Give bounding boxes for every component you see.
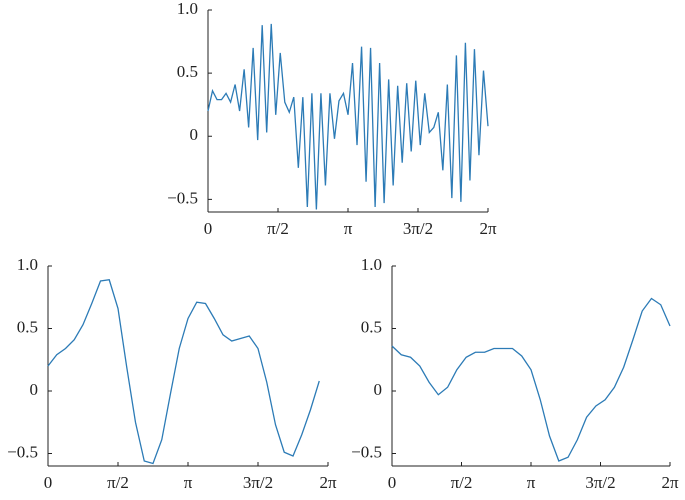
data-line: [47, 279, 320, 465]
y-tick-label: −0.5: [351, 442, 382, 461]
y-tick-label: 1.0: [361, 255, 382, 274]
x-tick-label: 3π/2: [403, 219, 433, 238]
x-tick-label: π: [527, 473, 536, 492]
y-tick-label: −0.5: [7, 442, 38, 461]
y-tick-label: 0: [374, 380, 383, 399]
x-tick-label: 0: [44, 473, 53, 492]
data-line: [207, 23, 489, 210]
x-tick-label: π: [344, 219, 353, 238]
y-tick-label: 0.5: [17, 317, 38, 336]
x-tick-label: 0: [388, 473, 397, 492]
x-tick-label: π/2: [107, 473, 129, 492]
y-tick-label: −0.5: [167, 188, 198, 207]
y-tick-label: 1.0: [17, 255, 38, 274]
x-tick-label: 2π: [479, 219, 497, 238]
y-tick-label: 0.5: [177, 62, 198, 81]
y-tick-label: 0.5: [361, 317, 382, 336]
y-tick-label: 1.0: [177, 0, 198, 18]
x-tick-label: 3π/2: [585, 473, 615, 492]
x-tick-label: 2π: [319, 473, 337, 492]
x-tick-label: 2π: [661, 473, 679, 492]
data-line: [391, 297, 671, 462]
x-tick-label: 3π/2: [243, 473, 273, 492]
x-tick-label: 0: [204, 219, 213, 238]
x-tick-label: π/2: [267, 219, 289, 238]
y-tick-label: 0: [30, 380, 39, 399]
x-tick-label: π: [184, 473, 193, 492]
y-tick-label: 0: [190, 125, 199, 144]
x-tick-label: π/2: [451, 473, 473, 492]
